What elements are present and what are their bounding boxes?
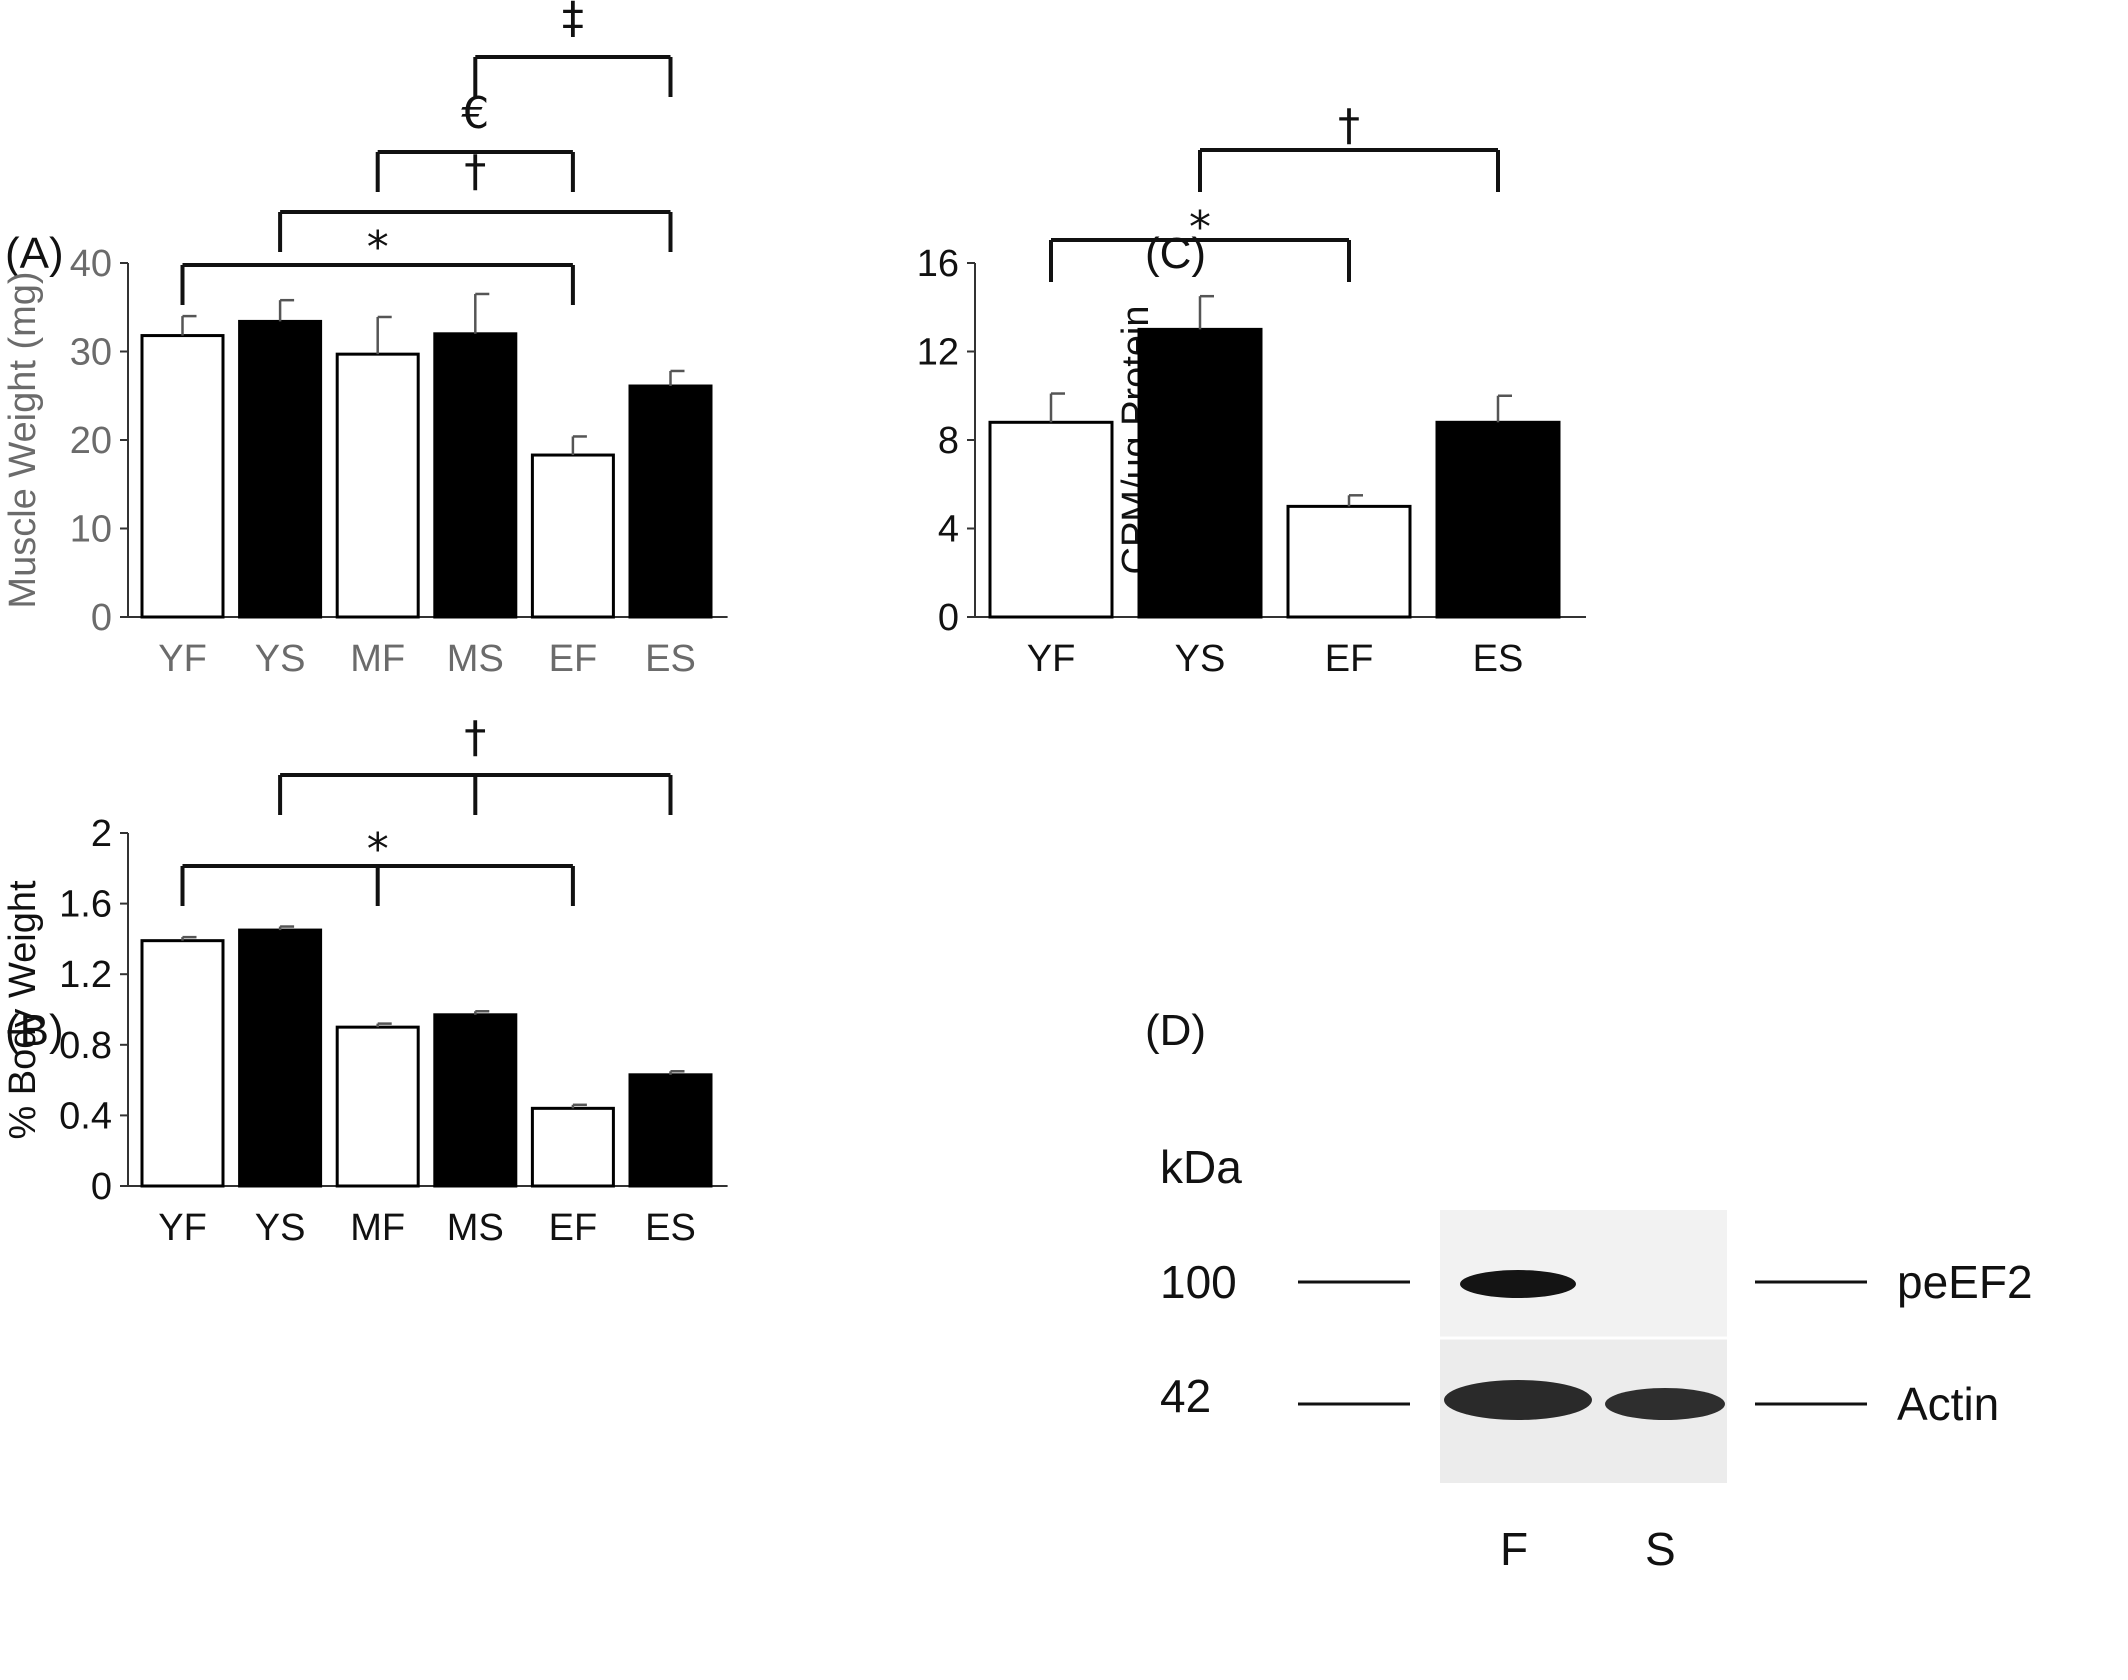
blot-marker-42: 42 (1160, 1370, 1211, 1422)
panel-b-category-label: YF (158, 1207, 207, 1249)
panel-c-bar-yf (988, 420, 1114, 619)
panel-b-category-label: ES (645, 1207, 696, 1249)
panel-a-y-tick-label: 0 (91, 597, 112, 639)
panel-a-label: (A) (5, 229, 64, 278)
panel-b-sig-symbol: * (367, 824, 389, 875)
panel-a-y-tick-label: 40 (70, 243, 112, 285)
panel-a-bar-yf (140, 334, 225, 619)
panel-c-category-label: ES (1473, 638, 1524, 680)
panel-a-muscle-weight-chart: (A) 0 10 20 30 40 Muscle Weight (mg) YF YS MF MS E… (2, 0, 728, 680)
panel-b-category-label: YS (255, 1207, 306, 1249)
blot-band-label-actin: Actin (1897, 1378, 1999, 1430)
blot-lane-label-f: F (1500, 1523, 1528, 1575)
panel-d-label: (D) (1145, 1006, 1206, 1055)
blot-band-peef2-f (1460, 1270, 1576, 1298)
panel-b-y-tick-label: 2 (91, 813, 112, 855)
blot-band-actin-s (1605, 1388, 1725, 1420)
panel-a-category-label: YF (158, 638, 207, 680)
panel-b-bar-yf (140, 939, 225, 1188)
panel-b-body-weight-chart: (B) 0 0.4 0.8 1.2 1.6 2 % Body Weight YF YS MF MS E… (2, 712, 728, 1249)
panel-c-bar-ys (1137, 327, 1263, 619)
panel-b-category-label: MF (350, 1207, 405, 1249)
panel-a-category-label: YS (255, 638, 306, 680)
panel-a-y-tick-label: 30 (70, 332, 112, 374)
panel-a-bar-ms (433, 332, 518, 619)
panel-c-y-tick-label: 8 (938, 420, 959, 462)
panel-a-y-tick-label: 10 (70, 509, 112, 551)
panel-c-sig-symbol: * (1189, 202, 1211, 253)
blot-marker-100: 100 (1160, 1256, 1237, 1308)
panel-a-y-tick-label: 20 (70, 420, 112, 462)
panel-c-bar-ef (1286, 504, 1412, 619)
panel-b-category-label: MS (447, 1207, 504, 1249)
panel-b-y-tick-label: 1.6 (59, 884, 112, 926)
panel-a-bar-ef (530, 453, 615, 619)
panel-a-sig-symbol: * (367, 222, 389, 273)
panel-a-category-label: EF (549, 638, 598, 680)
panel-a-category-label: MF (350, 638, 405, 680)
panel-b-sig-symbol: † (464, 712, 486, 763)
panel-a-bar-ys (238, 319, 323, 619)
panel-a-category-label: ES (645, 638, 696, 680)
blot-kda-label: kDa (1160, 1141, 1242, 1193)
panel-c-sig-symbol: † (1338, 100, 1360, 151)
panel-c-y-tick-label: 16 (917, 243, 959, 285)
panel-b-y-tick-label: 0.8 (59, 1025, 112, 1067)
panel-c-y-tick-label: 0 (938, 597, 959, 639)
panel-b-bar-ys (238, 928, 323, 1188)
panel-a-sig-symbol: € (461, 88, 489, 139)
panel-c-category-label: YS (1175, 638, 1226, 680)
panel-b-y-tick-label: 0.4 (59, 1095, 112, 1137)
blot-lane-label-s: S (1645, 1523, 1676, 1575)
panel-b-category-label: EF (549, 1207, 598, 1249)
panel-c-y-tick-label: 4 (938, 509, 959, 551)
panel-c-y-tick-label: 12 (917, 332, 959, 374)
blot-band-label-peef2: peEF2 (1897, 1256, 2033, 1308)
panel-b-y-tick-label: 1.2 (59, 954, 112, 996)
panel-b-y-tick-label: 0 (91, 1166, 112, 1208)
panel-b-y-axis-label: % Body Weight (2, 880, 44, 1140)
panel-b-bar-es (628, 1073, 713, 1188)
panel-b-bar-ef (530, 1106, 615, 1188)
blot-band-actin-f (1444, 1380, 1592, 1420)
panel-c-bar-es (1435, 420, 1561, 619)
panel-c-label: (C) (1145, 229, 1206, 278)
panel-a-sig-symbol: † (464, 146, 486, 197)
panel-a-bar-mf (335, 352, 420, 619)
panel-b-bar-ms (433, 1013, 518, 1188)
panel-a-y-axis-label: Muscle Weight (mg) (2, 271, 44, 608)
panel-a-bar-es (628, 384, 713, 619)
panel-a-category-label: MS (447, 638, 504, 680)
panel-d-western-blot: (D) kDa 100 42 peEF2 Actin F S (1145, 1006, 2033, 1575)
panel-c-category-label: YF (1027, 638, 1076, 680)
panel-b-label: (B) (5, 1006, 64, 1055)
panel-a-sig-symbol: ‡ (562, 0, 584, 44)
panel-c-category-label: EF (1325, 638, 1374, 680)
panel-b-bar-mf (335, 1025, 420, 1188)
